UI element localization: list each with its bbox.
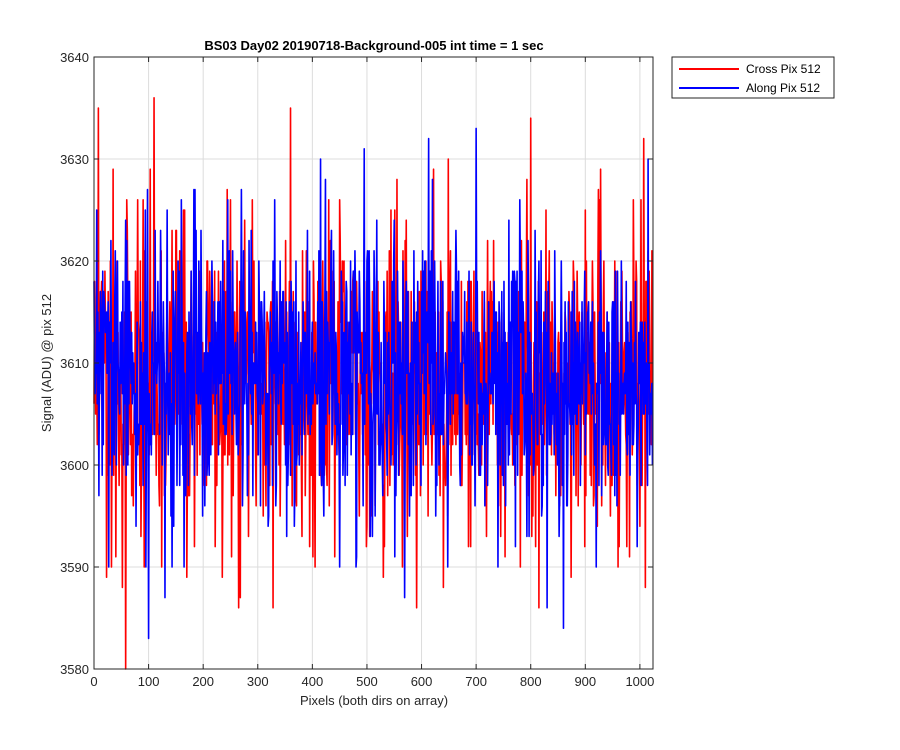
- y-tick-label: 3610: [60, 356, 89, 371]
- y-tick-label: 3600: [60, 458, 89, 473]
- y-tick-label: 3590: [60, 560, 89, 575]
- y-axis-label: Signal (ADU) @ pix 512: [39, 294, 54, 432]
- x-tick-label: 100: [138, 674, 160, 689]
- x-tick-label: 0: [90, 674, 97, 689]
- x-tick-label: 400: [302, 674, 324, 689]
- x-tick-label: 800: [520, 674, 542, 689]
- legend-label-along: Along Pix 512: [746, 81, 820, 95]
- x-tick-label: 300: [247, 674, 269, 689]
- x-tick-label: 500: [356, 674, 378, 689]
- legend-box: [671, 56, 835, 99]
- x-tick-label: 700: [465, 674, 487, 689]
- x-tick-label: 1000: [625, 674, 654, 689]
- x-axis-label: Pixels (both dirs on array): [300, 693, 448, 708]
- y-tick-label: 3620: [60, 254, 89, 269]
- plot-area: [93, 97, 654, 670]
- y-tick-label: 3640: [60, 50, 89, 65]
- y-tick-label: 3630: [60, 152, 89, 167]
- x-tick-label: 200: [192, 674, 214, 689]
- chart-title: BS03 Day02 20190718-Background-005 int t…: [204, 38, 543, 53]
- series-line-1: [93, 127, 654, 640]
- legend[interactable]: Cross Pix 512 Along Pix 512: [671, 56, 835, 99]
- x-tick-label: 900: [574, 674, 596, 689]
- axes: 0 100 200 300 400 500 600 700 800 900 1000 3580 3590…: [60, 50, 654, 689]
- y-tick-label: 3580: [60, 662, 89, 677]
- legend-label-cross: Cross Pix 512: [746, 62, 821, 76]
- x-tick-label: 600: [411, 674, 433, 689]
